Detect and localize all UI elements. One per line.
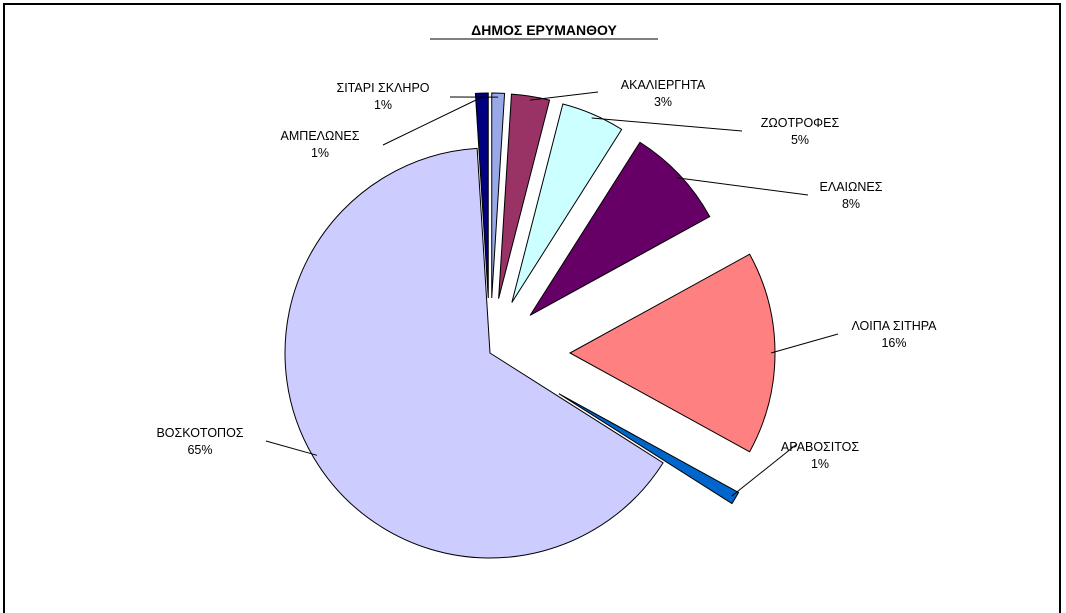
slice-label-6: ΑΡΑΒΟΣΙΤΟΣ bbox=[781, 440, 859, 454]
slice-percent-label-7: 65% bbox=[187, 443, 212, 457]
slice-percent-label-4: 8% bbox=[842, 197, 860, 211]
leader-line-2 bbox=[530, 92, 598, 100]
slice-label-1: ΣΙΤΑΡΙ ΣΚΛΗΡΟ bbox=[336, 81, 429, 95]
slice-label-5: ΛΟΙΠΑ ΣΙΤΗΡΑ bbox=[851, 319, 937, 333]
slice-percent-label-6: 1% bbox=[811, 457, 829, 471]
slice-percent-label-1: 1% bbox=[374, 98, 392, 112]
pie-slice-5 bbox=[570, 254, 775, 452]
slice-label-2: ΑΚΑΛΙΕΡΓΗΤΑ bbox=[621, 78, 706, 92]
slice-percent-label-8: 1% bbox=[311, 146, 329, 160]
slice-percent-label-3: 5% bbox=[791, 133, 809, 147]
slice-percent-label-2: 3% bbox=[654, 95, 672, 109]
slice-label-3: ΖΩΟΤΡΟΦΕΣ bbox=[761, 116, 840, 130]
slice-label-8: ΑΜΠΕΛΩΝΕΣ bbox=[281, 129, 360, 143]
leader-line-4 bbox=[677, 178, 808, 195]
leader-line-8 bbox=[383, 97, 482, 145]
slice-percent-label-5: 16% bbox=[881, 336, 906, 350]
leader-line-5 bbox=[771, 334, 838, 353]
slice-label-4: ΕΛΑΙΩΝΕΣ bbox=[820, 180, 883, 194]
chart-title: ΔΗΜΟΣ ΕΡΥΜΑΝΘΟΥ bbox=[471, 22, 617, 38]
slice-label-7: ΒΟΣΚΟΤΟΠΟΣ bbox=[156, 426, 243, 440]
